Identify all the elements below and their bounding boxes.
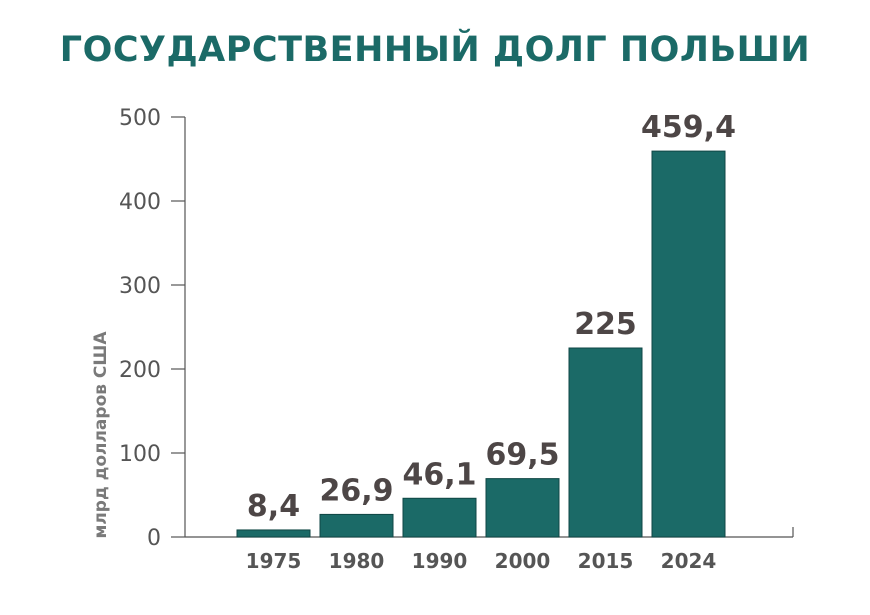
x-tick-label: 2015	[578, 549, 634, 573]
bars	[236, 150, 726, 538]
x-tick-label: 1980	[329, 549, 385, 573]
data-label: 8,4	[247, 489, 300, 524]
bar	[236, 529, 311, 538]
x-tick-label: 1975	[246, 549, 302, 573]
chart-title: ГОСУДАРСТВЕННЫЙ ДОЛГ ПОЛЬШИ	[59, 30, 811, 70]
y-tick-label: 500	[119, 106, 161, 131]
bar	[319, 513, 394, 538]
data-label: 459,4	[641, 110, 736, 145]
data-label: 26,9	[319, 473, 393, 508]
y-tick-label: 400	[119, 190, 161, 215]
data-label: 46,1	[402, 457, 476, 492]
x-tick-label: 1990	[412, 549, 468, 573]
bar	[568, 347, 643, 538]
bar	[485, 478, 560, 538]
y-tick-label: 300	[119, 274, 161, 299]
labels: 8,4 1975 26,9 1980 46,1 1990 69,5 2000 225 2015 45…	[246, 110, 736, 573]
data-label: 69,5	[485, 438, 559, 473]
x-tick-label: 2024	[661, 549, 717, 573]
y-tick-label: 100	[119, 442, 161, 467]
bar	[651, 150, 726, 538]
bar	[402, 497, 477, 538]
data-label: 225	[574, 307, 637, 342]
y-tick-label: 0	[147, 526, 161, 551]
x-tick-label: 2000	[495, 549, 551, 573]
y-tick-label: 200	[119, 358, 161, 383]
y-axis-label: млрд долларов США	[91, 331, 111, 539]
